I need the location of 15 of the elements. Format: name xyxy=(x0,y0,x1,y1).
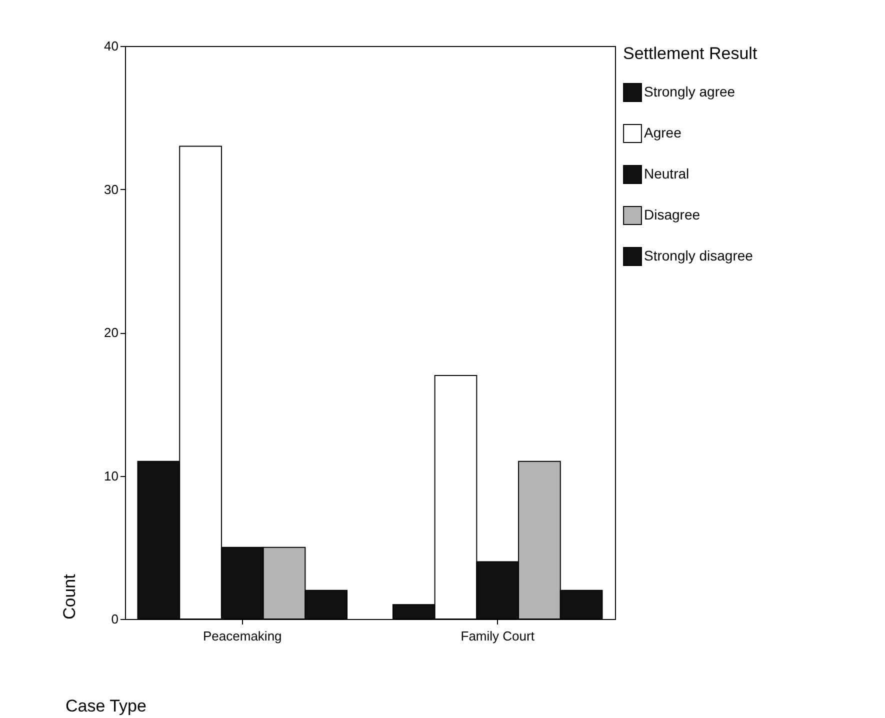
y-tick-label: 10 xyxy=(104,468,118,484)
y-tick-label: 0 xyxy=(111,612,118,626)
x-tick-label: Peacemaking xyxy=(203,628,282,644)
legend-label: Strongly agree xyxy=(644,84,736,100)
y-axis-title: Count xyxy=(60,574,80,620)
legend-label: Strongly disagree xyxy=(644,248,754,264)
x-axis-title: Case Type xyxy=(66,696,146,716)
legend-label: Disagree xyxy=(644,206,700,222)
y-tick-label: 40 xyxy=(104,38,118,54)
legend-label: Agree xyxy=(644,124,682,140)
y-tick-label: 30 xyxy=(104,182,118,197)
legend-title: Settlement Result xyxy=(623,44,758,63)
x-tick-label: Family Court xyxy=(460,628,535,644)
legend-label: Neutral xyxy=(644,166,690,182)
y-tick-label: 20 xyxy=(104,325,118,340)
